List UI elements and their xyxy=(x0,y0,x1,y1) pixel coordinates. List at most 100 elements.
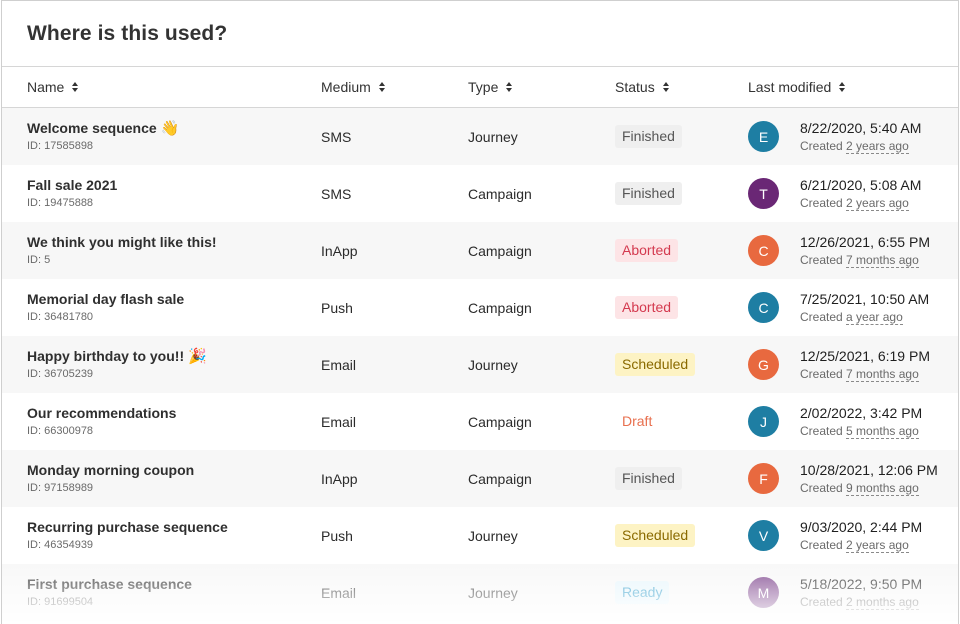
row-name[interactable]: Memorial day flash sale xyxy=(27,291,185,307)
row-id: ID: 66300978 xyxy=(27,425,94,437)
created-relative-time[interactable]: a year ago xyxy=(846,310,903,325)
column-header-medium[interactable]: Medium xyxy=(321,67,385,107)
table-row[interactable]: Memorial day flash sale ID: 36481780 Pus… xyxy=(2,279,958,336)
row-medium: Email xyxy=(321,413,357,430)
table-row[interactable]: Fall sale 2021 ID: 19475888 SMS Campaign… xyxy=(2,165,958,222)
status-badge: Finished xyxy=(615,182,682,205)
row-name[interactable]: Welcome sequence xyxy=(27,120,157,136)
column-header-label: Last modified xyxy=(748,79,832,95)
modified-date: 12/25/2021, 6:19 PM xyxy=(800,348,930,364)
row-id: ID: 36481780 xyxy=(27,311,94,323)
row-name[interactable]: We think you might like this! xyxy=(27,234,217,250)
table-row[interactable]: We think you might like this! ID: 5 InAp… xyxy=(2,222,958,279)
row-type: Campaign xyxy=(468,185,532,202)
row-type: Campaign xyxy=(468,413,532,430)
row-id: ID: 91699504 xyxy=(27,596,94,608)
row-name[interactable]: Recurring purchase sequence xyxy=(27,519,228,535)
table-row[interactable]: Our recommendations ID: 66300978 Email C… xyxy=(2,393,958,450)
status-cell: Finished xyxy=(615,108,682,165)
row-id: ID: 5 xyxy=(27,254,51,266)
column-header-last-modified[interactable]: Last modified xyxy=(748,67,846,107)
avatar: E xyxy=(748,121,779,152)
last-modified-cell: 10/28/2021, 12:06 PM Created 9 months ag… xyxy=(800,462,938,496)
row-medium: Push xyxy=(321,527,353,544)
row-medium: SMS xyxy=(321,128,352,145)
row-medium: InApp xyxy=(321,470,358,487)
table-body: Welcome sequence 👋 ID: 17585898 SMS Jour… xyxy=(2,108,958,621)
column-header-label: Type xyxy=(468,79,499,95)
status-cell: Aborted xyxy=(615,279,679,336)
status-badge: Scheduled xyxy=(615,353,696,376)
table-row[interactable]: Welcome sequence 👋 ID: 17585898 SMS Jour… xyxy=(2,108,958,165)
status-cell: Aborted xyxy=(615,222,679,279)
status-badge: Finished xyxy=(615,125,682,148)
created-info: Created 2 years ago xyxy=(800,139,921,154)
created-info: Created 7 months ago xyxy=(800,253,930,268)
created-prefix: Created xyxy=(800,538,843,552)
row-emoji: 🎉 xyxy=(188,348,207,365)
last-modified-cell: 12/26/2021, 6:55 PM Created 7 months ago xyxy=(800,234,930,268)
created-relative-time[interactable]: 2 years ago xyxy=(846,538,909,553)
name-cell: Monday morning coupon ID: 97158989 xyxy=(27,460,198,494)
row-name[interactable]: Happy birthday to you!! xyxy=(27,348,185,364)
status-badge: Scheduled xyxy=(615,524,696,547)
column-header-name[interactable]: Name xyxy=(27,67,79,107)
created-prefix: Created xyxy=(800,481,843,495)
created-info: Created 5 months ago xyxy=(800,424,922,439)
created-prefix: Created xyxy=(800,595,843,609)
name-cell: Happy birthday to you!! 🎉 ID: 36705239 xyxy=(27,346,207,380)
column-header-label: Status xyxy=(615,79,655,95)
created-prefix: Created xyxy=(800,367,843,381)
row-id: ID: 36705239 xyxy=(27,368,94,380)
row-name[interactable]: Monday morning coupon xyxy=(27,462,195,478)
table-row[interactable]: First purchase sequence ID: 91699504 Ema… xyxy=(2,564,958,621)
column-header-label: Medium xyxy=(321,79,371,95)
status-badge: Aborted xyxy=(615,239,679,262)
table-header: Name Medium Type Status Last modified xyxy=(2,67,958,108)
row-id: ID: 19475888 xyxy=(27,197,94,209)
created-prefix: Created xyxy=(800,196,843,210)
row-medium: Email xyxy=(321,356,357,373)
status-badge: Draft xyxy=(615,410,660,433)
table-row[interactable]: Recurring purchase sequence ID: 46354939… xyxy=(2,507,958,564)
avatar: F xyxy=(748,463,779,494)
table-row[interactable]: Happy birthday to you!! 🎉 ID: 36705239 E… xyxy=(2,336,958,393)
created-relative-time[interactable]: 7 months ago xyxy=(846,367,919,382)
page-title: Where is this used? xyxy=(27,21,228,45)
table-row[interactable]: Monday morning coupon ID: 97158989 InApp… xyxy=(2,450,958,507)
last-modified-cell: 9/03/2020, 2:44 PM Created 2 years ago xyxy=(800,519,922,553)
status-badge: Aborted xyxy=(615,296,679,319)
created-relative-time[interactable]: 2 years ago xyxy=(846,196,909,211)
sort-icon xyxy=(72,82,79,92)
created-prefix: Created xyxy=(800,253,843,267)
row-name[interactable]: First purchase sequence xyxy=(27,576,192,592)
name-cell: Memorial day flash sale ID: 36481780 xyxy=(27,289,188,323)
row-name[interactable]: Fall sale 2021 xyxy=(27,177,118,193)
created-relative-time[interactable]: 7 months ago xyxy=(846,253,919,268)
sort-icon xyxy=(378,82,385,92)
name-cell: Welcome sequence 👋 ID: 17585898 xyxy=(27,118,179,152)
row-name[interactable]: Our recommendations xyxy=(27,405,177,421)
avatar: C xyxy=(748,292,779,323)
created-relative-time[interactable]: 2 months ago xyxy=(846,595,919,610)
column-header-type[interactable]: Type xyxy=(468,67,513,107)
row-medium: InApp xyxy=(321,242,358,259)
row-emoji: 👋 xyxy=(160,120,180,137)
status-badge: Finished xyxy=(615,467,682,490)
avatar: T xyxy=(748,178,779,209)
panel-header: Where is this used? xyxy=(2,1,958,67)
sort-icon xyxy=(662,82,669,92)
status-badge: Ready xyxy=(615,581,670,604)
avatar: M xyxy=(748,577,779,608)
status-cell: Finished xyxy=(615,450,682,507)
modified-date: 12/26/2021, 6:55 PM xyxy=(800,234,930,250)
created-relative-time[interactable]: 9 months ago xyxy=(846,481,919,496)
last-modified-cell: 8/22/2020, 5:40 AM Created 2 years ago xyxy=(800,120,921,154)
created-info: Created a year ago xyxy=(800,310,929,325)
created-relative-time[interactable]: 2 years ago xyxy=(846,139,909,154)
name-cell: Recurring purchase sequence ID: 46354939 xyxy=(27,517,232,551)
created-relative-time[interactable]: 5 months ago xyxy=(846,424,919,439)
column-header-status[interactable]: Status xyxy=(615,67,669,107)
row-type: Journey xyxy=(468,584,518,601)
